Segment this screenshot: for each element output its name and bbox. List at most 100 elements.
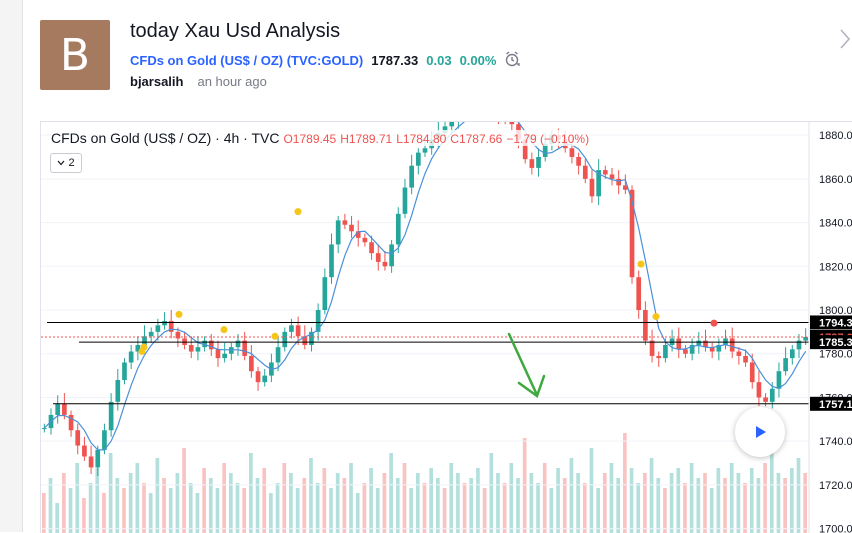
price-change-pct: 0.00%	[459, 53, 497, 68]
candle-body	[382, 261, 388, 267]
candle-body	[369, 242, 374, 254]
volume-bar	[102, 493, 106, 533]
price-label-text: 1794.31	[819, 317, 852, 329]
volume-bars	[42, 433, 807, 533]
chevron-down-icon	[57, 160, 65, 166]
volume-bar	[255, 478, 260, 533]
volume-bar	[322, 468, 327, 533]
volume-bar	[509, 463, 514, 533]
candle-body	[676, 338, 682, 350]
candle-body	[449, 122, 455, 127]
volume-bar	[476, 468, 480, 533]
candle-body	[289, 325, 294, 332]
volume-bar	[395, 478, 400, 533]
price-tick-label: 1740.00	[819, 436, 852, 448]
candles	[42, 122, 808, 477]
candle-body	[529, 159, 535, 168]
volume-bar	[228, 473, 233, 533]
volume-bar	[529, 473, 534, 533]
volume-bar	[689, 463, 694, 533]
alarm-clock-icon[interactable]	[504, 50, 522, 71]
volume-bar	[789, 468, 794, 533]
candle-body	[122, 362, 127, 380]
volume-bar	[88, 483, 93, 533]
volume-bar	[643, 473, 647, 533]
volume-bar	[42, 493, 46, 533]
indicators-toggle[interactable]: 2	[50, 153, 82, 173]
volume-bar	[62, 473, 66, 533]
volume-bar	[82, 498, 86, 533]
volume-bar	[429, 468, 434, 533]
volume-bar	[369, 468, 373, 533]
volume-bar	[462, 483, 467, 533]
price-tick-label: 1780.00	[819, 349, 852, 361]
candle-body	[168, 320, 174, 332]
volume-bar	[576, 473, 580, 533]
legend-symbol: CFDs on Gold (US$ / OZ) · 4h · TVC	[51, 130, 280, 146]
volume-bar	[335, 473, 340, 533]
author-avatar[interactable]: B	[40, 20, 110, 90]
volume-bar	[329, 488, 333, 533]
price-chart[interactable]: 1880.00 1860.00 1840.00 1820.00 1800.00 1780.…	[41, 122, 852, 533]
candle-body	[175, 331, 181, 339]
candle-body	[329, 244, 334, 278]
volume-bar	[135, 463, 140, 533]
candle-body	[649, 340, 655, 356]
volume-bar	[155, 458, 160, 533]
author-row: bjarsalih an hour ago	[130, 74, 267, 89]
volume-bar	[175, 473, 180, 533]
candle-body	[623, 185, 628, 190]
candle-body	[796, 340, 802, 350]
volume-bar	[289, 473, 293, 533]
chart-area[interactable]: 1880.00 1860.00 1840.00 1820.00 1800.00 1780.…	[40, 121, 852, 533]
idea-title: today Xau Usd Analysis	[130, 20, 341, 42]
legend-close: C1787.66	[450, 132, 503, 146]
candle-body	[208, 340, 214, 350]
candle-body	[88, 456, 94, 468]
author-name[interactable]: bjarsalih	[130, 74, 184, 89]
legend-low: L1784.80	[396, 132, 447, 146]
symbol-link[interactable]: CFDs on Gold (US$ / OZ) (TVC:GOLD)	[130, 53, 364, 68]
volume-bar	[422, 483, 427, 533]
volume-bar	[783, 478, 787, 533]
volume-bar	[663, 488, 667, 533]
volume-bar	[736, 473, 741, 533]
volume-bar	[269, 493, 273, 533]
volume-bar	[202, 468, 206, 533]
volume-bar	[309, 458, 313, 533]
candle-body	[422, 148, 428, 153]
volume-bar	[349, 463, 353, 533]
volume-bar	[582, 483, 587, 533]
volume-bar	[796, 458, 801, 533]
price-tick-label: 1840.00	[819, 218, 852, 230]
legend-change: −1.79 (−0.10%)	[506, 132, 590, 146]
play-button[interactable]	[735, 407, 785, 457]
volume-bar	[355, 493, 360, 533]
volume-bar	[55, 503, 60, 533]
price-label-text: 1785.31	[819, 337, 852, 349]
candle-body	[68, 414, 74, 431]
signal-marker	[140, 343, 148, 351]
volume-bar	[122, 488, 126, 533]
volume-bar	[769, 453, 774, 533]
candle-body	[315, 310, 321, 332]
volume-bar	[522, 438, 527, 533]
signal-marker	[271, 332, 279, 340]
volume-bar	[242, 488, 247, 533]
price-label-text: 1757.11	[819, 399, 852, 411]
candle-body	[542, 143, 548, 157]
candle-body	[128, 351, 134, 363]
candle-body	[602, 170, 608, 175]
volume-bar	[803, 473, 807, 533]
next-idea-chevron-icon[interactable]	[838, 24, 852, 54]
price-label-box	[810, 315, 852, 330]
volume-bar	[623, 433, 627, 533]
volume-bar	[208, 478, 213, 533]
candle-body	[222, 353, 227, 359]
candle-body	[202, 340, 207, 348]
volume-bar	[536, 483, 540, 533]
volume-bar	[609, 463, 614, 533]
volume-bar	[302, 478, 307, 533]
volume-bar	[723, 478, 727, 533]
volume-bar	[729, 463, 734, 533]
